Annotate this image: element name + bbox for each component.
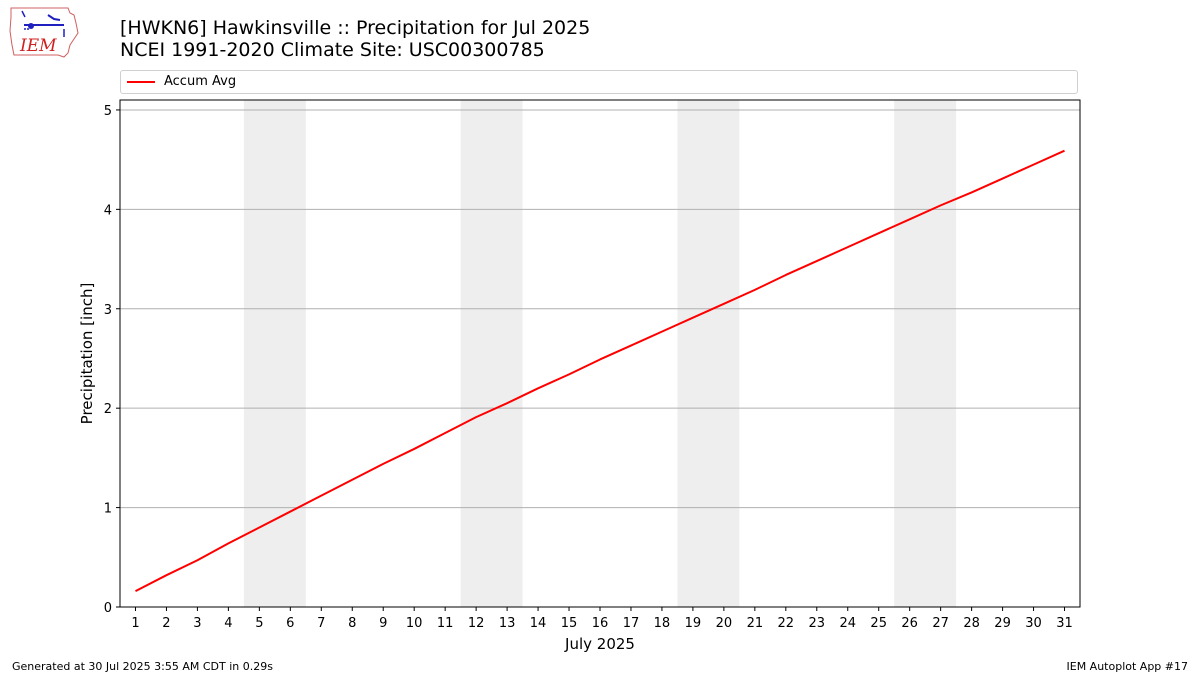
weekend-band bbox=[677, 100, 740, 607]
series-layer bbox=[135, 149, 1065, 592]
x-tick-label: 27 bbox=[932, 616, 949, 631]
x-tick-label: 11 bbox=[437, 616, 454, 631]
x-tick-label: 20 bbox=[716, 616, 733, 631]
x-tick-label: 14 bbox=[530, 616, 547, 631]
x-tick-label: 26 bbox=[901, 616, 918, 631]
x-tick-label: 31 bbox=[1056, 616, 1073, 631]
x-tick-label: 28 bbox=[963, 616, 980, 631]
y-tick-label: 3 bbox=[104, 303, 112, 318]
x-tick-label: 18 bbox=[654, 616, 671, 631]
weekend-band bbox=[243, 100, 306, 607]
grid bbox=[120, 109, 1080, 509]
x-tick-label: 23 bbox=[809, 616, 826, 631]
x-tick-label: 30 bbox=[1025, 616, 1042, 631]
y-tick-label: 1 bbox=[104, 502, 112, 517]
x-tick-label: 3 bbox=[193, 616, 201, 631]
logo-text: IEM bbox=[19, 36, 57, 56]
legend-label: Accum Avg bbox=[164, 74, 237, 89]
title-line-1: [HWKN6] Hawkinsville :: Precipitation fo… bbox=[120, 17, 591, 39]
x-tick-label: 25 bbox=[870, 616, 887, 631]
x-tick-label: 5 bbox=[255, 616, 263, 631]
x-tick-label: 4 bbox=[224, 616, 232, 631]
legend-swatch bbox=[127, 81, 155, 83]
x-tick-label: 12 bbox=[468, 616, 485, 631]
x-axis: 1 2 3 4 5 6 7 8 9 10 11 12 13 14 15 16 17 18 19 20 21 22 23 24 2… bbox=[131, 607, 1073, 631]
weekend-band bbox=[460, 100, 523, 607]
x-tick-label: 21 bbox=[747, 616, 764, 631]
x-tick-label: 29 bbox=[994, 616, 1011, 631]
y-tick-label: 2 bbox=[104, 402, 112, 417]
weekend-shading bbox=[243, 100, 957, 607]
x-tick-label: 6 bbox=[286, 616, 294, 631]
footer-generated: Generated at 30 Jul 2025 3:55 AM CDT in … bbox=[12, 660, 273, 673]
x-tick-label: 9 bbox=[379, 616, 387, 631]
x-tick-label: 7 bbox=[317, 616, 325, 631]
x-tick-label: 16 bbox=[592, 616, 609, 631]
x-axis-label: July 2025 bbox=[564, 635, 635, 653]
y-tick-label: 0 bbox=[104, 601, 112, 616]
y-axis: 0 1 2 3 4 5 bbox=[104, 104, 120, 616]
x-tick-label: 13 bbox=[499, 616, 516, 631]
x-tick-label: 8 bbox=[348, 616, 356, 631]
x-tick-label: 17 bbox=[623, 616, 640, 631]
x-tick-label: 22 bbox=[778, 616, 795, 631]
title-line-2: NCEI 1991-2020 Climate Site: USC00300785 bbox=[120, 39, 545, 61]
x-tick-label: 24 bbox=[839, 616, 856, 631]
x-tick-label: 2 bbox=[162, 616, 170, 631]
x-tick-label: 10 bbox=[406, 616, 423, 631]
legend: Accum Avg bbox=[120, 70, 1078, 94]
x-tick-label: 1 bbox=[131, 616, 139, 631]
chart-title: [HWKN6] Hawkinsville :: Precipitation fo… bbox=[120, 17, 590, 61]
series-line-accum-avg bbox=[135, 149, 1065, 592]
iem-logo-icon: IEM bbox=[8, 5, 80, 59]
x-tick-label: 19 bbox=[685, 616, 702, 631]
y-axis-label: Precipitation [inch] bbox=[78, 283, 96, 425]
footer-app: IEM Autoplot App #17 bbox=[1066, 660, 1189, 673]
y-tick-label: 4 bbox=[104, 203, 112, 218]
weekend-band bbox=[894, 100, 957, 607]
x-tick-label: 15 bbox=[561, 616, 578, 631]
y-tick-label: 5 bbox=[104, 104, 112, 119]
